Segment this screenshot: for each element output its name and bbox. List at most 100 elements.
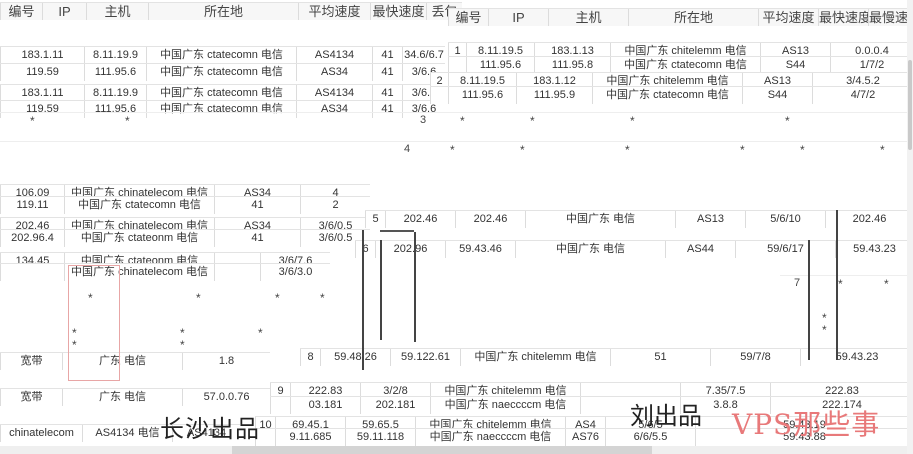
scrollbar-thumb[interactable]	[908, 60, 912, 150]
table-cell: 59.43.23	[800, 349, 913, 366]
table-cell: 中国广东 电信	[515, 241, 665, 258]
table-cell: 中国广东 naeccccm 电信	[415, 429, 565, 446]
timeout-row: * *	[0, 337, 300, 355]
header-cell: 所在地	[148, 3, 298, 20]
table-cell	[580, 383, 680, 400]
table-cell	[580, 397, 680, 414]
timeout-star: *	[258, 326, 263, 340]
table-cell: 中国广东 chinatelecom 电信	[64, 264, 214, 281]
table-cell: AS34	[296, 64, 372, 81]
vertical-scrollbar[interactable]	[907, 0, 913, 454]
timeout-star: *	[196, 291, 201, 305]
hop-index: 4	[404, 143, 411, 155]
table-cell: 202.181	[360, 397, 430, 414]
table-cell: 183.1.11	[0, 47, 84, 64]
header-cell: 平均速度	[758, 9, 818, 26]
table-cell: 2	[430, 73, 448, 90]
watermark-text: 长沙出品	[160, 415, 260, 443]
table-cell: 57.0.0.76	[182, 389, 270, 406]
table-cell: 202.46	[455, 211, 525, 228]
table-cell	[430, 87, 448, 104]
timeout-star: *	[800, 143, 805, 157]
timeout-star: *	[320, 291, 325, 305]
table-cell: 8.11.19.9	[84, 85, 146, 102]
table-row: 9.11.685 59.11.118 中国广东 naeccccm 电信 AS76…	[255, 428, 913, 446]
header-cell: 编号	[0, 3, 42, 20]
header-cell: 主机	[86, 3, 148, 20]
timeout-star: *	[822, 323, 827, 337]
timeout-star: *	[884, 277, 889, 291]
table-cell: 1/7/2	[830, 57, 913, 74]
table-cell: 41	[372, 47, 402, 64]
table-cell: AS13	[760, 43, 830, 60]
table-cell: 41	[372, 64, 402, 81]
timeout-star: *	[520, 143, 525, 157]
table-cell: 7.35/7.5	[680, 383, 770, 400]
table-cell: 4/7/2	[812, 87, 913, 104]
table-row: 03.181 202.181 中国广东 naeccccm 电信 3.8.8 22…	[270, 396, 913, 414]
table-cell: 111.95.6	[84, 64, 146, 81]
timeout-row: * * * *	[0, 290, 330, 308]
table-row: 6 202.96 59.43.46 中国广东 电信 AS44 59/6/17 5…	[355, 240, 913, 258]
table-cell: S44	[742, 87, 812, 104]
divider	[380, 230, 414, 232]
table-cell: AS13	[742, 73, 812, 90]
table-cell: 59.43.23	[835, 241, 913, 258]
table-cell: 111.95.6	[466, 57, 534, 74]
table-cell: 119.11	[0, 197, 64, 214]
divider	[362, 230, 364, 370]
table-cell	[214, 253, 260, 270]
timeout-star: *	[125, 114, 130, 128]
header-cell: IP	[488, 9, 548, 26]
table-cell: 59.43.88	[695, 429, 913, 446]
table-cell: 3/6/0.5	[300, 230, 370, 247]
table-cell: 中国广东 ctatecomn 电信	[64, 197, 214, 214]
divider	[380, 240, 382, 340]
table-cell: 8.11.19.5	[448, 73, 516, 90]
header-cell: 最慢速度	[868, 9, 913, 26]
table-row: 183.1.11 8.11.19.9 中国广东 ctatecomn 电信 AS4…	[0, 84, 445, 102]
header-cell: 编号	[448, 9, 488, 26]
timeout-star: *	[180, 338, 185, 352]
timeout-star: *	[180, 326, 185, 340]
table-cell: 59.11.118	[345, 429, 415, 446]
header-cell: IP	[42, 3, 86, 20]
table-cell: 中国广东 电信	[525, 211, 675, 228]
timeout-star: *	[630, 114, 635, 128]
table-cell: 中国广东 chitelemm 电信	[460, 349, 610, 366]
table-cell: 8.11.19.9	[84, 47, 146, 64]
horizontal-scrollbar[interactable]	[0, 446, 913, 454]
header-cell: 所在地	[628, 9, 758, 26]
table-cell: AS4134	[296, 85, 372, 102]
divider	[836, 210, 838, 360]
table-cell: 222.83	[290, 383, 360, 400]
timeout-row: *	[780, 322, 900, 340]
timeout-star: *	[530, 114, 535, 128]
table-row: 2 8.11.19.5 183.1.12 中国广东 chitelemm 电信 A…	[430, 72, 913, 90]
table-cell: 中国广东 ctateonm 电信	[64, 230, 214, 247]
table-cell: 59/7/8	[710, 349, 800, 366]
table-row: 1 8.11.19.5 183.1.13 中国广东 chitelemm 电信 A…	[448, 42, 913, 60]
timeout-star: *	[740, 143, 745, 157]
table-cell: 41	[214, 230, 300, 247]
timeout-row: 4 * * * * * *	[0, 141, 913, 159]
table-row: 中国广东 chinatelecom 电信 3/6/3.0	[0, 263, 330, 281]
table-cell: 广东 电信	[62, 389, 182, 406]
watermark-text: 刘出品	[630, 402, 702, 430]
table-cell: 3.8.8	[680, 397, 770, 414]
timeout-star: *	[30, 114, 35, 128]
table-cell	[448, 57, 466, 74]
timeout-star: *	[822, 311, 827, 325]
timeout-row: * * *	[0, 325, 300, 343]
table-row: 111.95.6 111.95.9 中国广东 ctatecomn 电信 S44 …	[430, 86, 913, 104]
table-cell: 0.0.0.4	[830, 43, 913, 60]
table-cell: 41	[214, 197, 300, 214]
table-cell: 中国广东 ctatecomn 电信	[592, 87, 742, 104]
table-cell: 2	[300, 197, 370, 214]
timeout-star: *	[625, 143, 630, 157]
table-cell: 中国广东 ctatecomn 电信	[610, 57, 760, 74]
scrollbar-thumb[interactable]	[232, 446, 652, 454]
table-cell: 9	[270, 383, 290, 400]
table-cell: AS4134	[172, 425, 240, 442]
table-cell: 222.174	[770, 397, 913, 414]
